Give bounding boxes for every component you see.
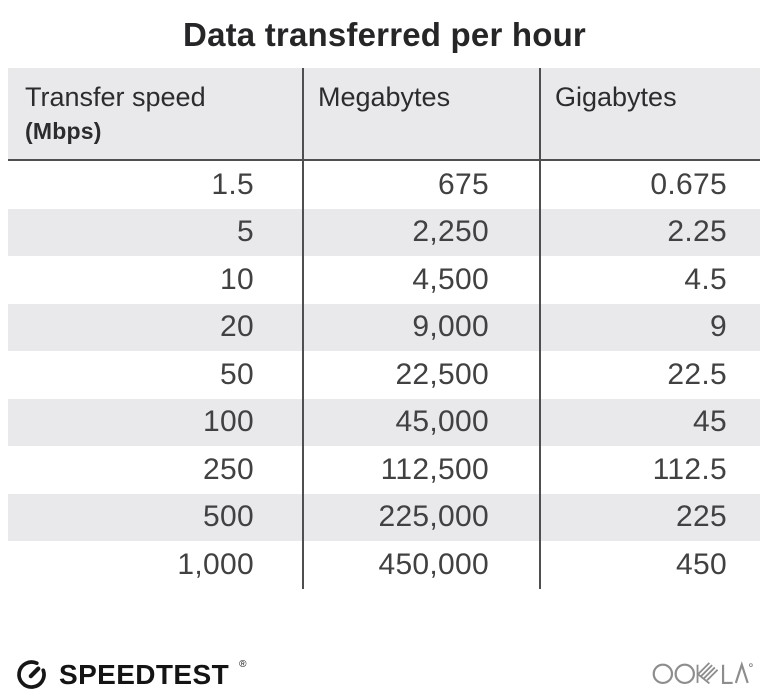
cell-gigabytes: 9 bbox=[539, 303, 760, 351]
page-title: Data transferred per hour bbox=[183, 16, 586, 53]
cell-gigabytes: 2.25 bbox=[539, 208, 760, 256]
table-body: 1.5 675 0.675 5 2,250 2.25 10 4,500 4.5 … bbox=[8, 161, 760, 589]
table-row: 100 45,000 45 bbox=[8, 398, 760, 446]
table-row: 10 4,500 4.5 bbox=[8, 256, 760, 304]
cell-transfer-speed: 1,000 bbox=[177, 547, 254, 581]
table-row: 50 22,500 22.5 bbox=[8, 351, 760, 399]
cell-transfer-speed: 5 bbox=[237, 215, 254, 249]
table-row: 5 2,250 2.25 bbox=[8, 208, 760, 256]
cell-transfer-speed: 100 bbox=[203, 405, 254, 439]
cell-gigabytes: 22.5 bbox=[539, 351, 760, 399]
cell-gigabytes: 45 bbox=[539, 398, 760, 446]
speedtest-wordmark: SPEEDTEST bbox=[59, 658, 230, 690]
cell-megabytes: 4,500 bbox=[302, 256, 539, 304]
ookla-letter-l bbox=[721, 664, 733, 685]
ookla-letter-a bbox=[734, 661, 749, 684]
cell-megabytes: 45,000 bbox=[302, 398, 539, 446]
cell-gigabytes: 225 bbox=[539, 493, 760, 541]
column-header-unit: (Mbps) bbox=[25, 117, 102, 144]
cell-megabytes: 675 bbox=[302, 161, 539, 209]
cell-transfer-speed: 50 bbox=[220, 357, 254, 391]
cell-megabytes: 2,250 bbox=[302, 208, 539, 256]
column-header-label: Gigabytes bbox=[555, 82, 677, 112]
cell-megabytes: 225,000 bbox=[302, 493, 539, 541]
table-row: 20 9,000 9 bbox=[8, 303, 760, 351]
column-header-label: Megabytes bbox=[318, 82, 451, 112]
cell-transfer-speed: 500 bbox=[203, 500, 254, 534]
cell-gigabytes: 112.5 bbox=[539, 446, 760, 494]
column-header-label: Transfer speed bbox=[25, 82, 206, 112]
column-header-megabytes: Megabytes bbox=[302, 68, 539, 159]
cell-megabytes: 9,000 bbox=[302, 303, 539, 351]
table-row: 1.5 675 0.675 bbox=[8, 161, 760, 209]
ookla-letter-o bbox=[674, 663, 695, 685]
table-row: 500 225,000 225 bbox=[8, 493, 760, 541]
registered-trademark-icon bbox=[748, 663, 753, 668]
cell-gigabytes: 450 bbox=[539, 541, 760, 589]
cell-megabytes: 22,500 bbox=[302, 351, 539, 399]
column-header-gigabytes: Gigabytes bbox=[539, 68, 760, 159]
data-table: Transfer speed (Mbps) Megabytes Gigabyte… bbox=[8, 68, 760, 589]
speedtest-gauge-icon bbox=[17, 660, 46, 689]
ookla-letter-k bbox=[696, 662, 719, 685]
speedtest-logo: SPEEDTEST ® bbox=[13, 656, 247, 693]
table-row: 1,000 450,000 450 bbox=[8, 541, 760, 589]
cell-megabytes: 112,500 bbox=[302, 446, 539, 494]
cell-transfer-speed: 1.5 bbox=[211, 167, 254, 201]
cell-transfer-speed: 20 bbox=[220, 310, 254, 344]
column-header-transfer-speed: Transfer speed (Mbps) bbox=[8, 68, 302, 159]
cell-transfer-speed: 250 bbox=[203, 452, 254, 486]
ookla-logo bbox=[652, 661, 753, 685]
table-row: 250 112,500 112.5 bbox=[8, 446, 760, 494]
cell-gigabytes: 4.5 bbox=[539, 256, 760, 304]
cell-megabytes: 450,000 bbox=[302, 541, 539, 589]
registered-trademark-icon: ® bbox=[239, 659, 247, 670]
cell-gigabytes: 0.675 bbox=[539, 161, 760, 209]
cell-transfer-speed: 10 bbox=[220, 262, 254, 296]
footer: SPEEDTEST ® bbox=[0, 650, 769, 698]
table-header-row: Transfer speed (Mbps) Megabytes Gigabyte… bbox=[8, 68, 760, 161]
ookla-letter-o bbox=[652, 663, 674, 685]
